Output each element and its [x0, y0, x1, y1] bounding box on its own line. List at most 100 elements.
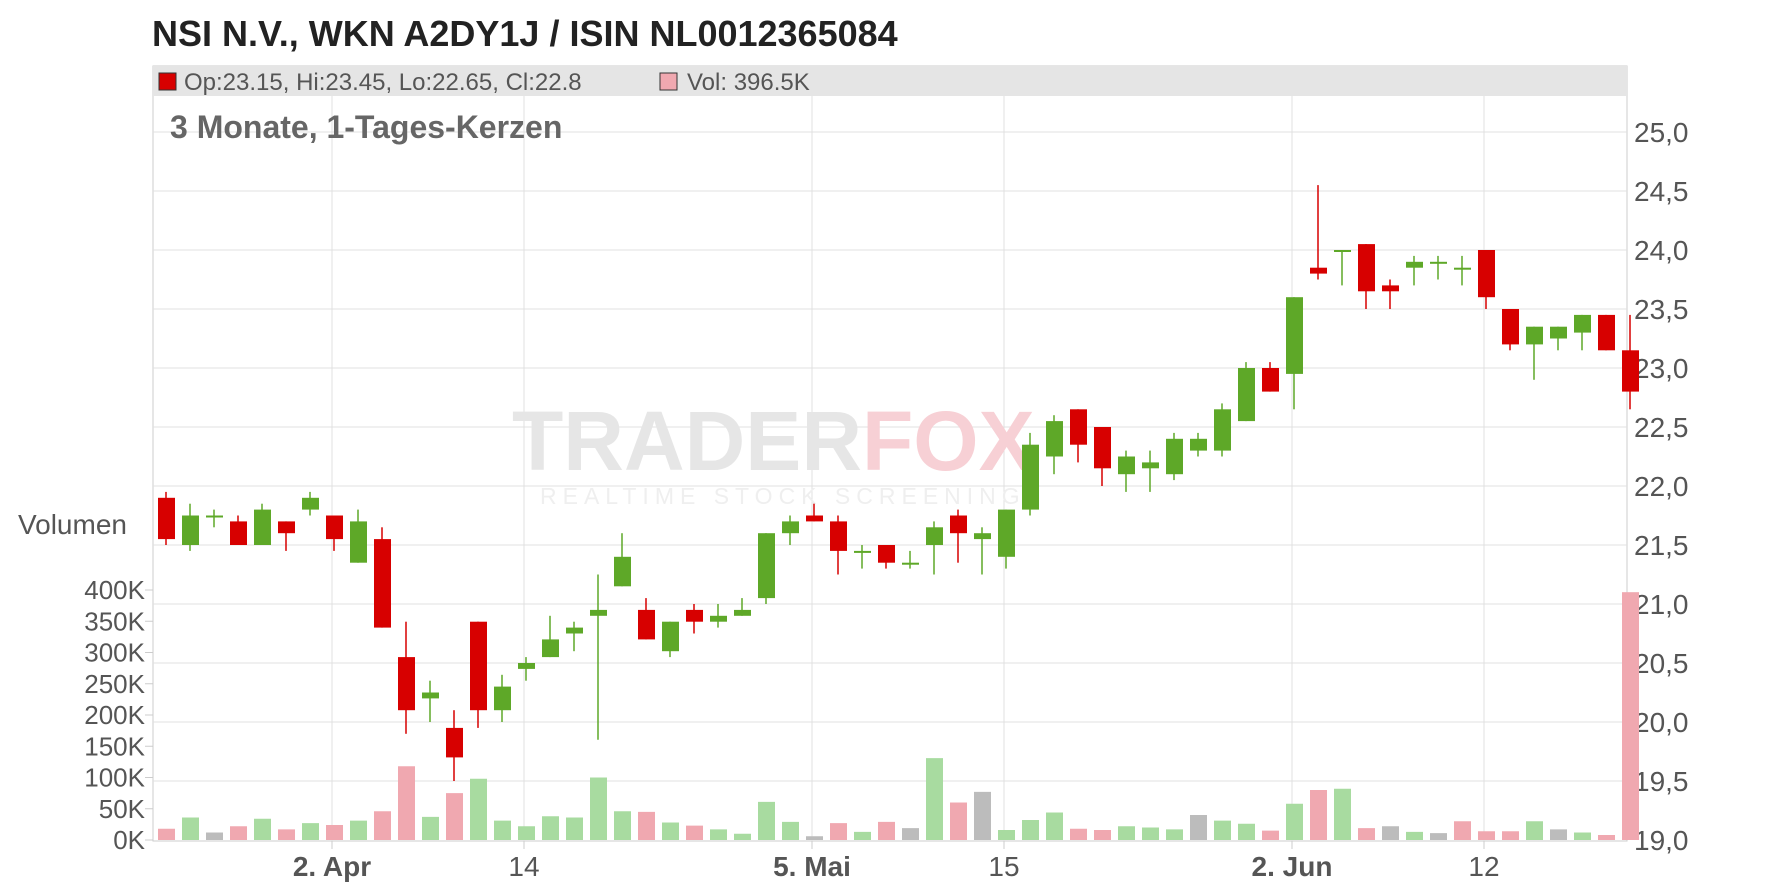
volume-tick-label: 50K	[99, 794, 146, 824]
candle-body	[1358, 244, 1375, 292]
x-tick-label: 15	[988, 851, 1019, 882]
x-tick-label: 5. Mai	[773, 851, 851, 882]
volume-bar	[422, 816, 439, 840]
volume-bar	[1070, 828, 1087, 840]
candle-body	[158, 497, 175, 540]
candle-body	[854, 550, 871, 553]
price-tick-label: 19,0	[1634, 825, 1689, 856]
candle-body	[1502, 309, 1519, 345]
volume-bar	[398, 766, 415, 840]
volume-tick-label: 200K	[84, 700, 145, 730]
volume-bar	[1406, 831, 1423, 840]
chart-subtitle: 3 Monate, 1-Tages-Kerzen	[170, 109, 562, 145]
candles	[158, 185, 1639, 781]
candle-body	[182, 515, 199, 545]
ohlc-info: Op:23.15, Hi:23.45, Lo:22.65, Cl:22.8	[184, 69, 582, 96]
price-tick-label: 20,0	[1634, 707, 1689, 738]
candle-body	[1118, 456, 1135, 475]
volume-bar	[1622, 592, 1639, 840]
candle-body	[302, 497, 319, 510]
volume-bar	[1574, 832, 1591, 840]
volume-bar	[1046, 812, 1063, 840]
candle-body	[1190, 438, 1207, 451]
candle-body	[1166, 438, 1183, 475]
candle-body	[398, 657, 415, 711]
volume-tick-label: 250K	[84, 669, 145, 699]
price-tick-label: 25,0	[1634, 117, 1689, 148]
candle-body	[206, 515, 223, 518]
price-tick-label: 22,5	[1634, 412, 1689, 443]
volume-bar	[1598, 835, 1615, 840]
volume-bar	[542, 816, 559, 840]
info-bar	[153, 66, 1627, 96]
volume-bar	[1334, 788, 1351, 840]
candle-body	[614, 556, 631, 587]
volume-bar	[878, 821, 895, 840]
candle-body	[350, 521, 367, 563]
volume-bar	[614, 811, 631, 840]
volume-bar	[1382, 826, 1399, 840]
candle-body	[806, 515, 823, 522]
volume-bar	[374, 811, 391, 840]
candle-body	[1454, 267, 1471, 270]
volume-tick-label: 400K	[84, 575, 145, 605]
candle-body	[1382, 285, 1399, 292]
price-tick-label: 20,5	[1634, 648, 1689, 679]
volume-bar	[782, 821, 799, 840]
volume-bar	[494, 820, 511, 840]
x-axis: 2. Apr 14 5. Mai 15 2. Jun 12	[293, 841, 1500, 882]
candle-body	[1310, 267, 1327, 274]
candle-body	[1478, 250, 1495, 298]
candle-body	[374, 539, 391, 628]
candle-body	[254, 509, 271, 545]
candle-body	[662, 621, 679, 652]
volume-info: Vol: 396.5K	[687, 69, 810, 96]
watermark: TRADERFOX REALTIME STOCK SCREENING	[512, 394, 1035, 509]
x-tick-label: 14	[508, 851, 539, 882]
watermark-fox: FOX	[862, 394, 1035, 488]
volume-bar	[230, 826, 247, 840]
volume-bar	[254, 818, 271, 840]
candle-body	[1574, 314, 1591, 333]
x-tick-label: 2. Apr	[293, 851, 371, 882]
volume-bar	[854, 831, 871, 840]
candle-body	[566, 627, 583, 634]
candle-body	[878, 545, 895, 563]
candle-body	[542, 639, 559, 658]
volume-bar	[158, 828, 175, 840]
candle-body	[230, 521, 247, 545]
volume-bar	[926, 758, 943, 840]
volume-bar	[710, 829, 727, 840]
price-tick-label: 21,5	[1634, 530, 1689, 561]
volume-bar	[566, 817, 583, 840]
candle-body	[1622, 350, 1639, 392]
watermark-tagline: REALTIME STOCK SCREENING	[540, 483, 1026, 509]
candle-body	[782, 521, 799, 534]
candle-body	[758, 533, 775, 599]
candle-body	[734, 609, 751, 616]
candle-body	[1334, 250, 1351, 252]
candle-body	[470, 621, 487, 711]
price-tick-label: 22,0	[1634, 471, 1689, 502]
volume-bar	[446, 793, 463, 840]
volume-legend-swatch	[659, 72, 678, 91]
volume-bar	[686, 825, 703, 840]
candle-body	[926, 527, 943, 545]
price-tick-label: 23,0	[1634, 353, 1689, 384]
candle-body	[1262, 368, 1279, 392]
candle-body	[1430, 261, 1447, 264]
volume-bar	[1286, 803, 1303, 840]
volume-bar	[1094, 830, 1111, 840]
volume-bar	[206, 832, 223, 840]
volume-bar	[806, 836, 823, 840]
ohlc-legend-swatch	[158, 72, 177, 91]
price-tick-label: 24,0	[1634, 235, 1689, 266]
candle-body	[518, 663, 535, 669]
candle-body	[1406, 261, 1423, 268]
x-tick-label: 12	[1468, 851, 1499, 882]
candle-body	[278, 521, 295, 534]
price-tick-label: 24,5	[1634, 176, 1689, 207]
volume-tick-label: 350K	[84, 606, 145, 636]
volume-bar	[1214, 820, 1231, 840]
